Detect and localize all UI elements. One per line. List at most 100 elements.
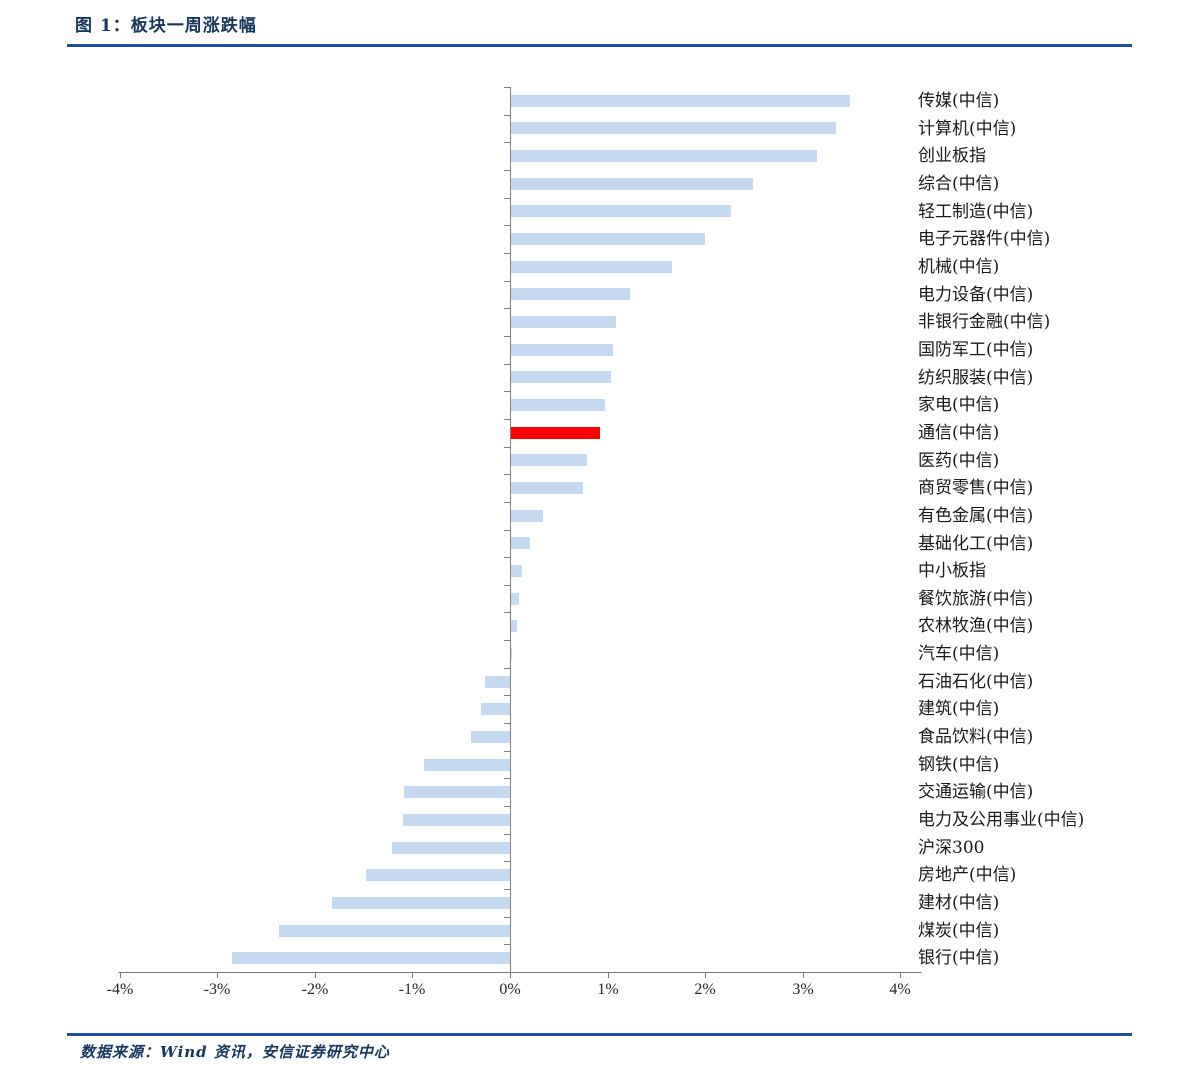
category-label: 餐饮旅游(中信) bbox=[918, 589, 1034, 609]
category-axis-tick bbox=[504, 142, 510, 143]
category-label: 建筑(中信) bbox=[918, 699, 1000, 719]
x-axis-tick-label: 4% bbox=[889, 981, 911, 998]
chart-bar bbox=[511, 510, 543, 522]
chart-bar-highlight bbox=[511, 427, 600, 439]
category-axis-tick bbox=[504, 834, 510, 835]
category-axis-tick bbox=[504, 585, 510, 586]
category-axis-tick bbox=[504, 419, 510, 420]
x-axis-tick bbox=[412, 972, 413, 978]
category-axis-tick bbox=[504, 972, 510, 973]
x-axis-tick-label: -3% bbox=[203, 981, 231, 998]
x-axis-tick bbox=[120, 972, 121, 978]
category-axis-tick bbox=[504, 557, 510, 558]
chart-bar bbox=[402, 814, 510, 826]
x-axis-tick bbox=[510, 972, 511, 978]
chart-bar bbox=[391, 842, 510, 854]
category-axis-tick bbox=[504, 336, 510, 337]
title-rule bbox=[67, 44, 1132, 47]
chart-bar bbox=[511, 537, 530, 549]
category-axis-tick bbox=[504, 695, 510, 696]
category-label: 非银行金融(中信) bbox=[918, 312, 1051, 332]
category-label: 计算机(中信) bbox=[918, 119, 1017, 139]
category-label: 电力设备(中信) bbox=[918, 285, 1034, 305]
category-axis-tick bbox=[504, 889, 510, 890]
chart-bar bbox=[511, 233, 705, 245]
category-label: 交通运输(中信) bbox=[918, 782, 1034, 802]
chart-bar bbox=[511, 344, 613, 356]
category-axis-tick bbox=[504, 640, 510, 641]
x-axis-tick bbox=[315, 972, 316, 978]
category-axis-tick bbox=[504, 778, 510, 779]
category-label: 基础化工(中信) bbox=[918, 534, 1034, 554]
x-axis-tick-label: -4% bbox=[106, 981, 134, 998]
category-axis-tick bbox=[504, 917, 510, 918]
category-label: 房地产(中信) bbox=[918, 865, 1017, 885]
chart-bar bbox=[511, 593, 519, 605]
category-label: 通信(中信) bbox=[918, 423, 1000, 443]
category-axis-tick bbox=[504, 861, 510, 862]
chart-bar bbox=[511, 399, 605, 411]
x-axis-tick-label: 2% bbox=[694, 981, 716, 998]
figure-title: 图 1：板块一周涨跌幅 bbox=[75, 16, 257, 36]
sector-change-bar-chart: 传媒(中信) 计算机(中信) 创业板指 综合(中信) 轻工制造(中信) 电子元器件(中信)… bbox=[78, 63, 1125, 1015]
chart-bar bbox=[511, 454, 587, 466]
chart-bar bbox=[511, 288, 630, 300]
chart-bar bbox=[231, 952, 510, 964]
category-axis-tick bbox=[504, 281, 510, 282]
x-axis-tick bbox=[900, 972, 901, 978]
x-axis-tick-label: 3% bbox=[792, 981, 814, 998]
category-label: 轻工制造(中信) bbox=[918, 202, 1034, 222]
chart-bar bbox=[480, 703, 510, 715]
category-axis-tick bbox=[504, 198, 510, 199]
x-axis-tick bbox=[705, 972, 706, 978]
chart-bar bbox=[511, 261, 672, 273]
x-axis-line bbox=[117, 972, 923, 973]
chart-bar bbox=[365, 869, 510, 881]
category-label: 建材(中信) bbox=[918, 893, 1000, 913]
category-label: 传媒(中信) bbox=[918, 91, 1000, 111]
category-axis-tick bbox=[504, 253, 510, 254]
category-label: 中小板指 bbox=[918, 561, 986, 581]
category-label: 石油石化(中信) bbox=[918, 672, 1034, 692]
chart-bar bbox=[511, 178, 753, 190]
chart-bar bbox=[403, 786, 510, 798]
x-axis-tick bbox=[608, 972, 609, 978]
chart-bar bbox=[511, 122, 836, 134]
chart-bar bbox=[511, 95, 850, 107]
chart-bar bbox=[470, 731, 510, 743]
category-label: 家电(中信) bbox=[918, 395, 1000, 415]
category-label: 商贸零售(中信) bbox=[918, 478, 1034, 498]
x-axis-tick-label: 0% bbox=[499, 981, 521, 998]
category-axis-tick bbox=[504, 225, 510, 226]
chart-bar bbox=[484, 676, 510, 688]
category-axis-tick bbox=[504, 612, 510, 613]
x-axis-tick bbox=[803, 972, 804, 978]
x-axis-tick bbox=[217, 972, 218, 978]
category-axis-tick bbox=[504, 170, 510, 171]
category-label: 电力及公用事业(中信) bbox=[918, 810, 1085, 830]
chart-bar bbox=[511, 316, 616, 328]
chart-bar bbox=[511, 648, 512, 660]
chart-bar bbox=[511, 371, 611, 383]
category-axis-tick bbox=[504, 668, 510, 669]
category-label: 纺织服装(中信) bbox=[918, 368, 1034, 388]
x-axis-tick-label: -1% bbox=[398, 981, 426, 998]
category-label: 国防军工(中信) bbox=[918, 340, 1034, 360]
category-axis-tick bbox=[504, 391, 510, 392]
chart-bar bbox=[424, 759, 511, 771]
source-note: 数据来源：Wind 资讯，安信证券研究中心 bbox=[80, 1043, 390, 1061]
y-axis-line bbox=[510, 87, 511, 977]
chart-bar bbox=[511, 205, 731, 217]
category-axis-tick bbox=[504, 474, 510, 475]
category-axis-tick bbox=[504, 447, 510, 448]
footer-rule bbox=[67, 1033, 1132, 1036]
category-axis-tick bbox=[504, 115, 510, 116]
category-label: 农林牧渔(中信) bbox=[918, 616, 1034, 636]
chart-bar bbox=[511, 150, 817, 162]
category-axis-tick bbox=[504, 944, 510, 945]
chart-bar bbox=[332, 897, 511, 909]
x-axis-tick-label: -2% bbox=[301, 981, 329, 998]
x-axis-tick-label: 1% bbox=[597, 981, 619, 998]
category-label: 银行(中信) bbox=[918, 948, 1000, 968]
category-axis-tick bbox=[504, 364, 510, 365]
